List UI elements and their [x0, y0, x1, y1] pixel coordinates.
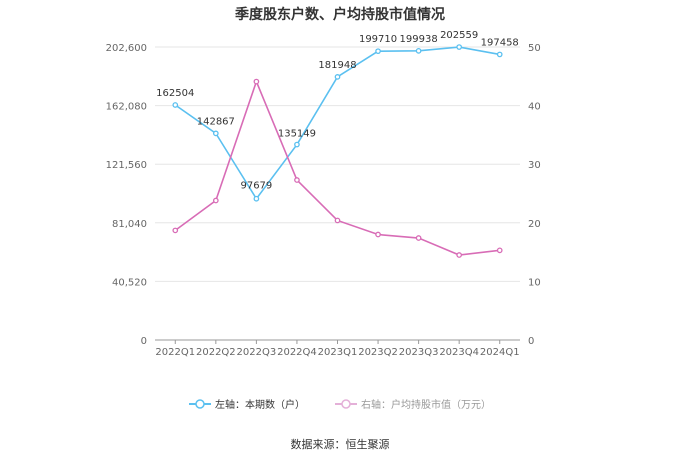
- right-tick-label: 20: [528, 219, 541, 230]
- x-tick-label: 2023Q4: [439, 347, 479, 358]
- data-point: [496, 247, 503, 254]
- data-label: 135149: [278, 129, 316, 140]
- data-label: 199710: [359, 34, 397, 45]
- data-point: [375, 231, 381, 238]
- data-point: [212, 197, 219, 204]
- right-tick-label: 50: [528, 43, 541, 54]
- left-tick-label: 40,520: [112, 277, 147, 288]
- x-tick-label: 2023Q3: [399, 347, 439, 358]
- data-point: [172, 227, 179, 234]
- left-tick-label: 0: [141, 336, 147, 347]
- data-point: [415, 235, 422, 241]
- legend-item-households[interactable]: 左轴：本期数（户）: [189, 396, 305, 411]
- data-point: [253, 195, 260, 202]
- data-point: [415, 47, 422, 54]
- legend-label-avg-value: 右轴：户均持股市值（万元）: [361, 400, 491, 411]
- data-point: [456, 252, 463, 258]
- data-label: 197458: [481, 37, 519, 48]
- data-label: 181948: [318, 60, 356, 71]
- data-point: [172, 102, 179, 108]
- series-line-1: [174, 79, 500, 256]
- data-point: [294, 177, 300, 183]
- data-label: 199938: [400, 34, 438, 45]
- right-tick-label: 10: [528, 277, 541, 288]
- x-tick-label: 2023Q2: [358, 347, 398, 358]
- data-label: 202559: [440, 30, 478, 41]
- left-tick-label: 202,600: [106, 43, 147, 54]
- legend-item-avg-value[interactable]: 右轴：户均持股市值（万元）: [335, 396, 491, 411]
- right-tick-label: 30: [528, 160, 541, 171]
- x-tick-label: 2022Q2: [196, 347, 236, 358]
- x-tick-label: 2022Q1: [155, 347, 195, 358]
- data-point: [334, 217, 341, 224]
- right-tick-label: 40: [528, 102, 541, 113]
- data-source: 数据来源：恒生聚源: [290, 438, 390, 451]
- left-tick-label: 162,080: [106, 102, 147, 113]
- data-label: 97679: [240, 181, 272, 192]
- chart-legend: 左轴：本期数（户） 右轴：户均持股市值（万元）: [0, 396, 680, 411]
- data-point: [212, 130, 219, 137]
- data-point: [334, 74, 341, 80]
- data-point: [375, 48, 381, 55]
- legend-line-icon: [189, 398, 211, 409]
- data-point: [496, 51, 503, 58]
- x-tick-label: 2022Q3: [237, 347, 277, 358]
- data-label: 142867: [197, 116, 235, 127]
- x-tick-label: 2024Q1: [480, 347, 520, 358]
- left-tick-label: 121,560: [106, 160, 147, 171]
- data-point: [294, 141, 300, 148]
- data-point: [456, 44, 463, 50]
- legend-line-icon: [335, 398, 357, 409]
- left-tick-label: 81,040: [112, 219, 147, 230]
- data-point: [253, 78, 260, 85]
- x-tick-label: 2023Q1: [318, 347, 358, 358]
- x-tick-label: 2022Q4: [277, 347, 317, 358]
- chart-plot: 0 0 40,520 10 81,040 20 121,560 30 162,080 40 202,…: [106, 30, 541, 358]
- legend-label-households: 左轴：本期数（户）: [215, 400, 305, 411]
- data-label: 162504: [156, 88, 194, 99]
- chart-title: 季度股东户数、户均持股市值情况: [235, 7, 445, 23]
- right-tick-label: 0: [528, 336, 534, 347]
